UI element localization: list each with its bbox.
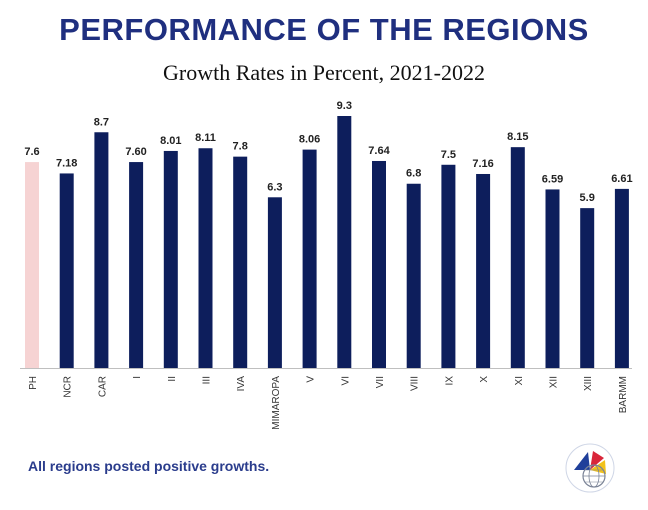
value-label-xiii: 5.9 (580, 192, 595, 204)
bar-vi (337, 116, 352, 368)
category-label-i: I (132, 376, 143, 379)
bar-iva (233, 156, 248, 368)
bar-barmm (614, 188, 629, 368)
value-label-xii: 6.59 (542, 173, 563, 185)
value-label-ph: 7.6 (24, 146, 39, 158)
bar-ix (441, 164, 456, 368)
value-label-mimaropa: 6.3 (267, 181, 282, 193)
value-label-v: 8.06 (299, 134, 320, 146)
value-label-barmm: 6.61 (611, 173, 632, 185)
value-label-i: 7.60 (125, 146, 146, 158)
value-label-ii: 8.01 (160, 135, 181, 147)
bar-vii (372, 160, 386, 368)
bar-ii (163, 150, 178, 368)
bar-x (476, 173, 491, 368)
category-label-iii: III (202, 376, 213, 384)
value-label-ix: 7.5 (441, 149, 456, 161)
bar-xii (545, 189, 560, 368)
category-label-ix: IX (444, 376, 455, 386)
bar-viii (406, 183, 421, 368)
category-label-ph: PH (28, 376, 39, 390)
category-label-iva: IVA (236, 376, 247, 392)
category-label-xi: XI (514, 376, 525, 385)
bar-xiii (580, 208, 595, 368)
category-label-v: V (306, 376, 317, 383)
category-label-barmm: BARMM (618, 376, 629, 413)
chart-title: PERFORMANCE OF THE REGIONS (59, 12, 589, 47)
bar-ncr (59, 173, 74, 368)
bar-xi (510, 147, 525, 368)
category-label-ncr: NCR (63, 376, 74, 398)
value-label-car: 8.7 (94, 116, 109, 128)
category-label-car: CAR (97, 376, 108, 397)
value-label-iii: 8.11 (195, 132, 216, 144)
bar-car (94, 132, 109, 368)
value-label-vi: 9.3 (337, 100, 352, 112)
bar-v (302, 149, 317, 368)
chart-subtitle: Growth Rates in Percent, 2021-2022 (163, 60, 485, 85)
bar-ph (25, 162, 39, 368)
footnote-text: All regions posted positive growths. (28, 458, 270, 474)
value-label-vii: 7.64 (368, 145, 390, 157)
category-label-vi: VI (340, 376, 351, 385)
bar-i (129, 162, 144, 368)
category-label-ii: II (167, 376, 178, 382)
value-label-x: 7.16 (472, 158, 493, 170)
category-label-viii: VIII (410, 376, 421, 391)
bar-iii (198, 148, 213, 368)
value-label-iva: 7.8 (233, 141, 248, 153)
bar-chart: 7.6 PH 7.18 NCR 8.7 CAR 7.60 I 8.01 II 8.11 III 7.8 I… (20, 100, 633, 430)
value-label-ncr: 7.18 (56, 157, 77, 169)
category-label-xiii: XIII (583, 376, 594, 391)
psa-seal-icon (565, 443, 615, 493)
category-label-xii: XII (549, 376, 560, 388)
category-label-vii: VII (375, 376, 386, 388)
value-label-xi: 8.15 (507, 131, 528, 143)
bar-mimaropa (267, 197, 282, 368)
category-label-mimaropa: MIMAROPA (271, 376, 282, 430)
value-label-viii: 6.8 (406, 168, 421, 180)
category-label-x: X (479, 376, 490, 383)
